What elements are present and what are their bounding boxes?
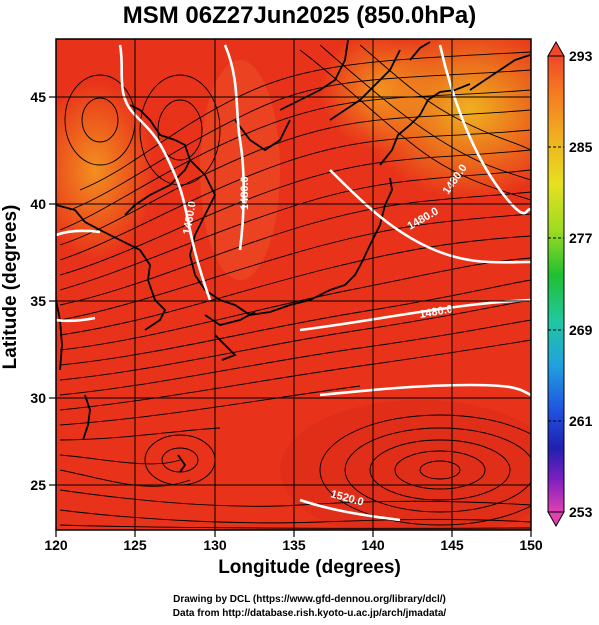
x-tick-125: 125 — [123, 537, 147, 553]
x-tick-150: 150 — [519, 537, 543, 553]
colorbar-tick-285: 285 — [569, 139, 593, 155]
x-tick-140: 140 — [361, 537, 385, 553]
x-tick-130: 130 — [203, 537, 227, 553]
x-tick-120: 120 — [44, 537, 68, 553]
colorbar-tick-261: 261 — [569, 413, 593, 429]
colorbar-tick-269: 269 — [569, 322, 593, 338]
contour-label-1: 1480.0 — [181, 200, 199, 235]
grid — [56, 39, 531, 530]
y-tick-25: 25 — [30, 477, 46, 493]
credit-data: Data from http://database.rish.kyoto-u.a… — [172, 608, 447, 619]
colorbar — [547, 40, 565, 528]
temperature-field — [56, 39, 531, 530]
cool-ridge — [200, 60, 280, 280]
credit-drawing: Drawing by DCL (https://www.gfd-dennou.o… — [173, 594, 446, 605]
contour-label-2: 1480.0 — [239, 176, 251, 210]
warm-patch-north — [320, 39, 440, 150]
contour-label-5: 1480.0 — [418, 303, 453, 321]
y-tick-40: 40 — [30, 196, 46, 212]
colorbar-tick-labels: 293 285 277 269 261 253 — [569, 48, 593, 520]
tick-marks — [49, 96, 532, 537]
warm-patch-west — [56, 80, 155, 260]
colorbar-tick-277: 277 — [569, 230, 593, 246]
x-tick-135: 135 — [282, 537, 306, 553]
colorbar-tick-253: 253 — [569, 504, 593, 520]
colorbar-tick-293: 293 — [569, 48, 593, 64]
map-title: MSM 06Z27Jun2025 (850.0hPa) — [122, 2, 477, 29]
x-axis-label: Longitude (degrees) — [218, 557, 401, 578]
y-tick-45: 45 — [30, 89, 46, 105]
colorbar-bottom-arrow — [547, 511, 565, 528]
y-tick-35: 35 — [30, 293, 46, 309]
colorbar-top-arrow — [547, 40, 565, 57]
x-tick-labels: 120 125 130 135 140 145 150 — [44, 537, 543, 553]
coastlines — [56, 39, 531, 473]
height-contours — [56, 44, 531, 522]
y-tick-30: 30 — [30, 390, 46, 406]
colorbar-scale — [547, 55, 565, 513]
y-tick-labels: 25 30 35 40 45 — [30, 89, 46, 493]
x-tick-145: 145 — [440, 537, 464, 553]
